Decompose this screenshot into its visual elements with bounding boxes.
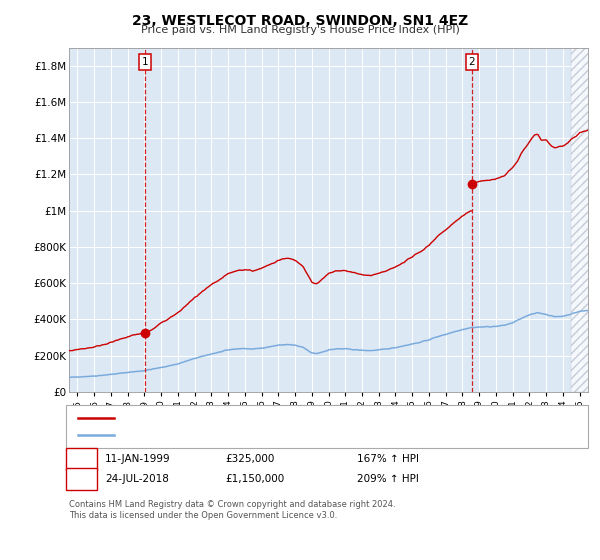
- Text: 11-JAN-1999: 11-JAN-1999: [105, 454, 170, 464]
- Text: 1: 1: [142, 57, 148, 67]
- Text: £325,000: £325,000: [225, 454, 274, 464]
- Text: 1: 1: [78, 454, 85, 464]
- Text: Price paid vs. HM Land Registry's House Price Index (HPI): Price paid vs. HM Land Registry's House …: [140, 25, 460, 35]
- Text: 23, WESTLECOT ROAD, SWINDON, SN1 4EZ (detached house): 23, WESTLECOT ROAD, SWINDON, SN1 4EZ (de…: [120, 413, 427, 423]
- Text: HPI: Average price, detached house, Swindon: HPI: Average price, detached house, Swin…: [120, 430, 347, 440]
- Text: 23, WESTLECOT ROAD, SWINDON, SN1 4EZ: 23, WESTLECOT ROAD, SWINDON, SN1 4EZ: [132, 14, 468, 28]
- Text: 209% ↑ HPI: 209% ↑ HPI: [357, 474, 419, 484]
- Text: 2: 2: [469, 57, 475, 67]
- Text: 24-JUL-2018: 24-JUL-2018: [105, 474, 169, 484]
- Text: 167% ↑ HPI: 167% ↑ HPI: [357, 454, 419, 464]
- Text: This data is licensed under the Open Government Licence v3.0.: This data is licensed under the Open Gov…: [69, 511, 337, 520]
- Text: Contains HM Land Registry data © Crown copyright and database right 2024.: Contains HM Land Registry data © Crown c…: [69, 500, 395, 508]
- Text: 2: 2: [78, 474, 85, 484]
- Text: £1,150,000: £1,150,000: [225, 474, 284, 484]
